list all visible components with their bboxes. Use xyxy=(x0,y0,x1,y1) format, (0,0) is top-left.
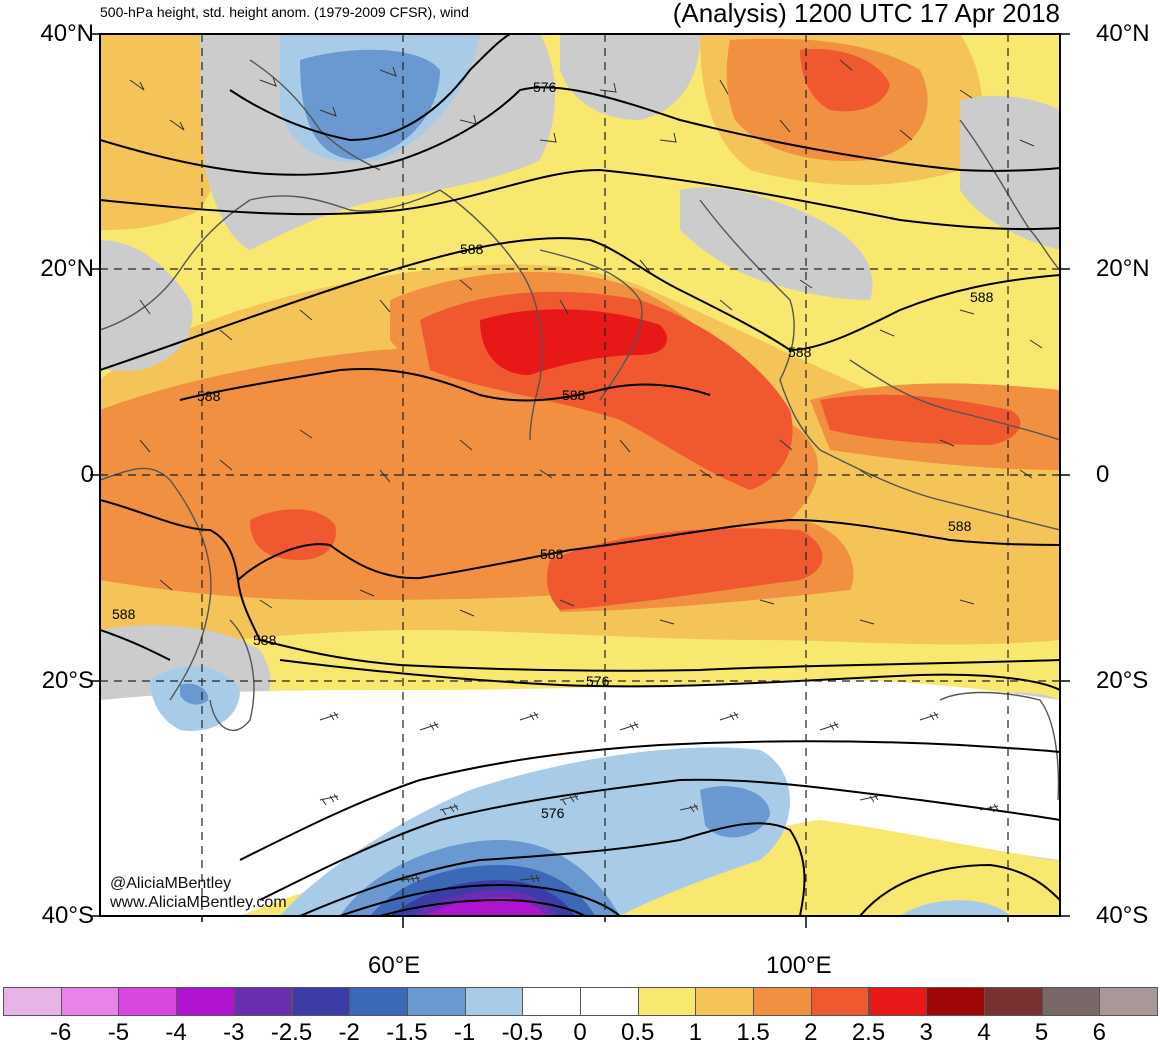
anomaly-magenta-low xyxy=(425,897,545,916)
colorbar-swatch xyxy=(695,987,755,1016)
colorbar-label: -0.5 xyxy=(501,1019,543,1046)
colorbar-swatch xyxy=(926,987,985,1016)
colorbar-label: -4 xyxy=(165,1019,187,1046)
contour-label: 588 xyxy=(970,289,994,305)
colorbar-swatch xyxy=(406,987,466,1016)
contour-label: 576 xyxy=(533,79,557,95)
lat-label-20n: 20°N xyxy=(40,255,94,282)
colorbar-swatch xyxy=(60,987,120,1016)
lat-label-equator-right: 0 xyxy=(1096,461,1110,488)
colorbar-swatch xyxy=(291,987,351,1016)
contour-label: 588 xyxy=(540,546,564,562)
anomaly-redorange-africa xyxy=(250,509,336,560)
colorbar-label: 2 xyxy=(804,1019,818,1046)
map-title: (Analysis) 1200 UTC 17 Apr 2018 xyxy=(672,0,1060,28)
anomaly-redorange-band xyxy=(547,528,823,610)
colorbar-label: -5 xyxy=(107,1019,130,1046)
map-field xyxy=(100,34,1060,916)
colorbar-label: -1 xyxy=(453,1019,476,1046)
colorbar-label: -6 xyxy=(50,1019,72,1046)
land-mask-indochina xyxy=(680,187,873,300)
colorbar-swatch xyxy=(810,987,870,1016)
contour-labels: 576 588 588 588 588 588 588 588 588 588 … xyxy=(112,79,994,821)
credit-website: www.AliciaMBentley.com xyxy=(110,894,287,911)
colorbar-label: 1 xyxy=(688,1019,703,1046)
colorbar-label: -3 xyxy=(223,1019,245,1046)
contour-label: 576 xyxy=(586,673,610,689)
colorbar-swatch xyxy=(233,987,293,1016)
colorbar-label: 0.5 xyxy=(621,1019,655,1046)
contour-label: 588 xyxy=(197,388,221,404)
contour-label: 576 xyxy=(541,805,565,821)
lon-label-100e: 100°E xyxy=(766,952,832,979)
anomaly-midblue-caspian xyxy=(300,49,440,160)
colorbar-swatch xyxy=(464,987,524,1016)
colorbar-swatch xyxy=(522,987,581,1016)
colorbar-label: 5 xyxy=(1034,1019,1049,1046)
colorbar-swatch xyxy=(1099,987,1158,1016)
lat-label-20n-right: 20°N xyxy=(1096,255,1150,282)
lat-label-40s-right: 40°S xyxy=(1096,902,1149,929)
height-contours xyxy=(100,34,1060,916)
map-ticks xyxy=(90,33,1070,928)
contour-label: 588 xyxy=(948,518,972,534)
map-gridlines xyxy=(100,34,1060,916)
colorbar-swatch xyxy=(176,987,235,1016)
colorbar-label: 3 xyxy=(919,1019,933,1046)
anomaly-redorange-tibet xyxy=(800,49,890,112)
colorbar-label: 1.5 xyxy=(736,1019,770,1046)
colorbar-swatch xyxy=(118,987,178,1016)
land-mask-east-china xyxy=(960,95,1060,250)
anomaly-redorange-seasia xyxy=(820,394,1021,445)
anomaly-red-core xyxy=(480,309,668,375)
land-mask-central-asia xyxy=(560,34,700,120)
wind-barbs xyxy=(129,59,1043,883)
lat-label-20s-right: 20°S xyxy=(1096,667,1149,694)
lat-label-40s: 40°S xyxy=(41,902,94,929)
contour-label: 588 xyxy=(562,387,586,403)
credit-handle: @AliciaMBentley xyxy=(110,875,232,892)
colorbar-label: -1.5 xyxy=(386,1019,428,1046)
lat-label-40n-right: 40°N xyxy=(1096,20,1150,47)
lat-label-40n: 40°N xyxy=(40,20,94,47)
lat-label-equator: 0 xyxy=(80,461,94,488)
colorbar-swatch xyxy=(1041,987,1101,1016)
contour-label: 588 xyxy=(460,241,484,257)
contour-label: 588 xyxy=(253,632,277,648)
colorbar-label: -2 xyxy=(338,1019,360,1046)
colorbar-label: 2.5 xyxy=(851,1019,886,1046)
colorbar-swatch xyxy=(637,987,697,1016)
colorbar-swatch xyxy=(983,987,1043,1016)
lat-label-20s: 20°S xyxy=(41,667,94,694)
anomaly-lightblue-southeast xyxy=(900,900,1010,916)
colorbar-swatch xyxy=(868,987,928,1016)
contour-label: 588 xyxy=(788,344,812,360)
colorbar-label: 6 xyxy=(1092,1019,1106,1046)
colorbar-label: 4 xyxy=(977,1019,991,1046)
colorbar-label: -2.5 xyxy=(270,1019,313,1046)
colorbar-swatch xyxy=(3,987,62,1016)
colorbar-swatch xyxy=(349,987,408,1016)
contour-label: 588 xyxy=(112,606,136,622)
colorbar-label: 0 xyxy=(573,1019,587,1046)
anomaly-midblue-south xyxy=(700,786,770,838)
colorbar-swatch xyxy=(580,987,639,1016)
anomaly-midblue-madagascar xyxy=(180,683,209,705)
colorbar-swatch xyxy=(753,987,812,1016)
map-subtitle: 500-hPa height, std. height anom. (1979-… xyxy=(100,4,469,20)
coastlines xyxy=(100,59,1060,801)
lon-label-60e: 60°E xyxy=(368,952,421,979)
